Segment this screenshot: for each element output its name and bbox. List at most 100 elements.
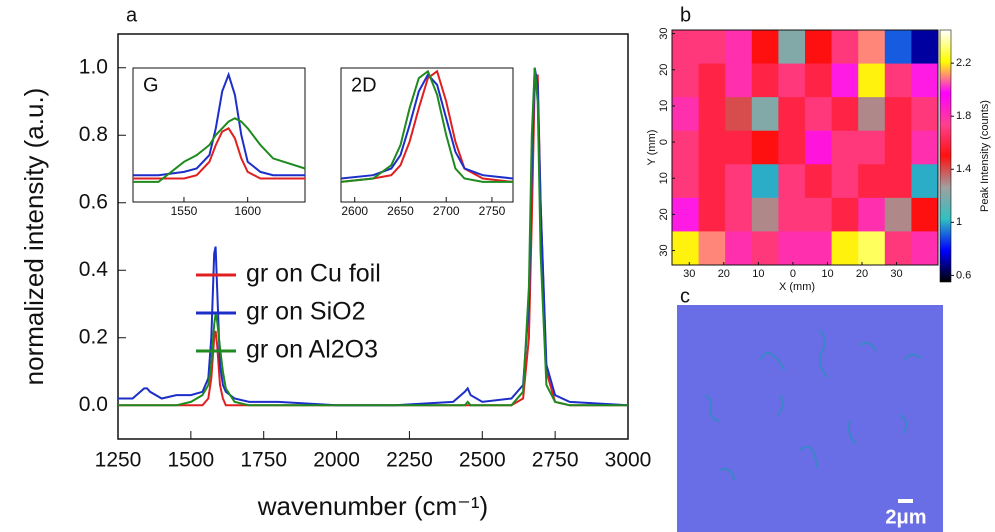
heat-cell: [805, 164, 833, 199]
scale-bar-label: 2μm: [885, 506, 926, 528]
legend-label: gr on Cu foil: [246, 260, 381, 288]
heat-cell: [858, 197, 886, 232]
heat-cell: [831, 197, 859, 232]
colorbar-tick-label: 1.8: [956, 110, 971, 122]
heat-cell: [831, 164, 859, 199]
x-tick-label: 2500: [459, 449, 506, 472]
colorbar-title: Peak Intensity (counts): [979, 100, 991, 212]
flake-defect: [719, 468, 735, 481]
heat-cell: [698, 231, 726, 266]
x-tick-label: 3000: [605, 449, 652, 472]
legend-label: gr on Al2O3: [246, 336, 378, 364]
heat-cell: [672, 30, 700, 65]
flake-defect: [799, 445, 818, 469]
heat-cell: [805, 231, 833, 266]
y-axis-title: Y (mm): [646, 130, 658, 166]
heat-cell: [884, 197, 912, 232]
heat-cell: [831, 130, 859, 165]
spectrum-line: [133, 126, 305, 180]
spectrum-line: [133, 71, 305, 177]
heat-cell: [805, 63, 833, 98]
heat-cell: [911, 164, 939, 199]
heat-cell: [884, 63, 912, 98]
y-tick-label: 10: [658, 172, 670, 184]
inset-title: G: [143, 74, 159, 96]
heat-cell: [831, 30, 859, 65]
x-tick-label: 10: [752, 268, 764, 280]
y-tick-label: 0.4: [79, 258, 109, 281]
x-tick-label: 1750: [240, 449, 287, 472]
heat-cell: [831, 63, 859, 98]
heat-cell: [725, 63, 753, 98]
heat-cell: [725, 231, 753, 266]
panel-label: c: [680, 285, 690, 307]
legend-label: gr on SiO2: [246, 298, 366, 326]
heat-cell: [805, 130, 833, 165]
x-tick-label: 1600: [234, 204, 261, 218]
heat-cell: [778, 63, 806, 98]
y-tick-label: 30: [658, 27, 670, 39]
heat-cell: [858, 164, 886, 199]
x-tick-label: 30: [890, 268, 902, 280]
heat-cell: [884, 130, 912, 165]
colorbar-tick-label: 0.6: [956, 269, 971, 281]
x-tick-label: 20: [856, 268, 868, 280]
y-tick-label: 20: [658, 208, 670, 220]
flake-defect: [819, 329, 829, 379]
heat-cell: [911, 30, 939, 65]
heat-cell: [884, 97, 912, 132]
x-tick-label: 2650: [387, 204, 414, 218]
y-tick-label: 0.6: [79, 190, 108, 213]
heat-cell: [911, 130, 939, 165]
heat-cell: [778, 197, 806, 232]
x-tick-label: 2000: [313, 449, 360, 472]
heat-cell: [672, 97, 700, 132]
colorbar: [939, 29, 952, 283]
heat-cell: [751, 97, 779, 132]
x-tick-label: 2600: [341, 204, 368, 218]
heat-cell: [672, 130, 700, 165]
heat-cell: [884, 30, 912, 65]
spectrum-line: [133, 117, 306, 183]
heat-cell: [858, 97, 886, 132]
x-tick-label: 1550: [171, 204, 198, 218]
heat-cell: [884, 231, 912, 266]
heat-cell: [805, 197, 833, 232]
heat-cell: [778, 231, 806, 266]
x-tick-label: 2750: [479, 204, 506, 218]
heat-cell: [751, 63, 779, 98]
heat-cell: [831, 97, 859, 132]
x-tick-label: 10: [821, 268, 833, 280]
heat-cell: [698, 197, 726, 232]
x-tick-label: 0: [790, 268, 796, 280]
heat-cell: [858, 130, 886, 165]
heat-cell: [778, 130, 806, 165]
y-axis-title: normalized intensity (a.u.): [19, 88, 49, 386]
heat-cell: [698, 130, 726, 165]
spectrum-line: [340, 72, 514, 180]
heat-cell: [725, 164, 753, 199]
heat-cell: [725, 130, 753, 165]
colorbar-tick-label: 2.2: [956, 57, 971, 69]
colorbar-tick-label: 1.4: [956, 163, 971, 175]
heat-cell: [698, 63, 726, 98]
heat-cell: [911, 97, 939, 132]
inset-title: 2D: [351, 74, 377, 96]
heat-cell: [672, 164, 700, 199]
scale-bar: [898, 499, 913, 503]
heat-cell: [672, 231, 700, 266]
plot-frame: [671, 29, 939, 266]
x-tick-label: 1250: [95, 449, 142, 472]
heat-cell: [698, 97, 726, 132]
heat-cell: [858, 63, 886, 98]
heat-cell: [672, 63, 700, 98]
panel-label: a: [126, 4, 138, 26]
micrograph: [677, 305, 943, 532]
x-axis-title: X (mm): [779, 281, 815, 293]
heat-cell: [725, 197, 753, 232]
flake-defect: [704, 394, 720, 422]
heat-cell: [751, 164, 779, 199]
spectrum-line: [340, 69, 513, 183]
x-tick-label: 30: [683, 268, 695, 280]
